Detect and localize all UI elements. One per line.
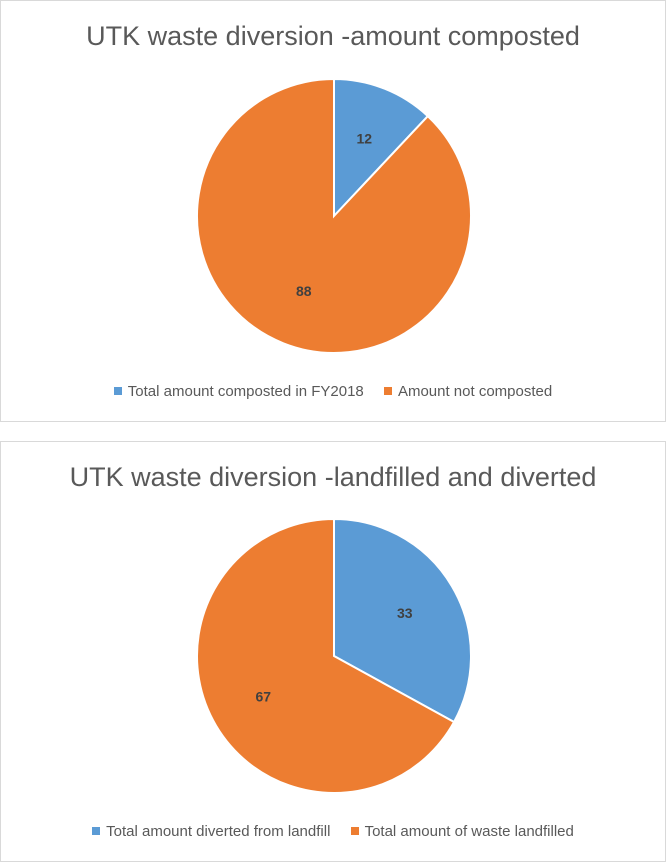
legend-swatch bbox=[350, 827, 359, 835]
chart-title: UTK waste diversion -amount composted bbox=[86, 21, 580, 51]
slice-value-label: 88 bbox=[296, 283, 312, 299]
pie-chart-composted: 12 88 bbox=[196, 77, 472, 354]
chart-panel-landfilled: UTK waste diversion -landfilled and dive… bbox=[0, 441, 666, 862]
chart-legend: Total amount composted in FY2018 Amount … bbox=[1, 383, 665, 400]
legend-item: Amount not composted bbox=[383, 383, 553, 400]
legend-item: Total amount of waste landfilled bbox=[350, 823, 574, 840]
chart-title: UTK waste diversion -landfilled and dive… bbox=[69, 462, 597, 492]
legend-item: Total amount diverted from landfill bbox=[92, 823, 330, 840]
legend-label: Total amount composted in FY2018 bbox=[127, 383, 364, 400]
legend-label: Total amount of waste landfilled bbox=[364, 823, 574, 840]
legend-item: Total amount composted in FY2018 bbox=[113, 383, 364, 400]
legend-label: Total amount diverted from landfill bbox=[106, 823, 331, 840]
legend-swatch bbox=[383, 387, 392, 395]
pie-slice bbox=[333, 517, 472, 724]
legend-swatch bbox=[113, 387, 122, 395]
slice-value-label: 33 bbox=[397, 605, 413, 621]
slice-value-label: 12 bbox=[356, 130, 372, 146]
pie-slice bbox=[196, 517, 456, 794]
legend-swatch bbox=[92, 827, 101, 835]
legend-label: Amount not composted bbox=[397, 383, 553, 400]
slice-value-label: 67 bbox=[255, 689, 271, 705]
pie-slice bbox=[333, 77, 430, 219]
chart-panel-composted: UTK waste diversion -amount composted 12… bbox=[0, 0, 666, 422]
chart-legend: Total amount diverted from landfill Tota… bbox=[1, 823, 665, 840]
pie-chart-landfilled: 33 67 bbox=[196, 517, 472, 794]
pie-slice bbox=[196, 77, 472, 354]
